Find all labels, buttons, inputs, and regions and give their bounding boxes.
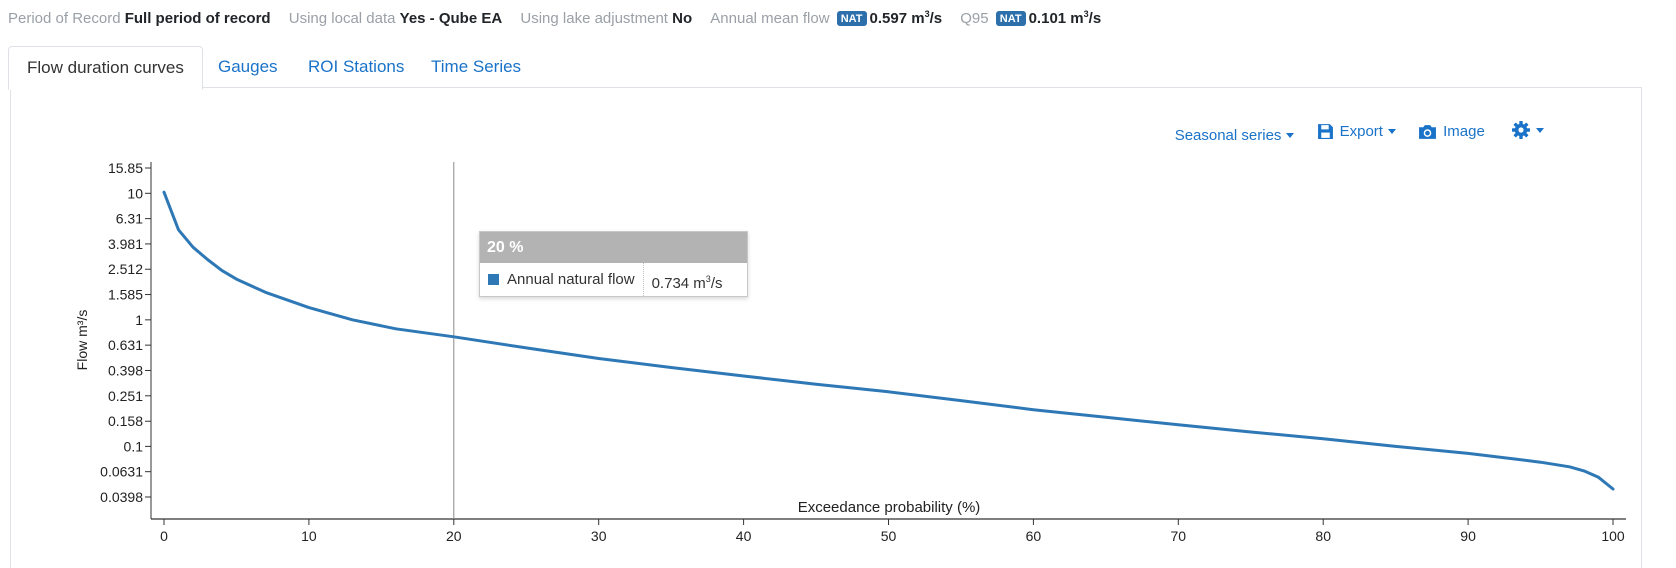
camera-icon <box>1419 125 1437 139</box>
y-tick-label: 0.0398 <box>100 489 143 505</box>
image-button[interactable]: Image <box>1418 123 1485 140</box>
x-tick-label: 30 <box>591 528 607 544</box>
tooltip-series-name: Annual natural flow <box>507 271 635 288</box>
q95-label: Q95 <box>960 10 989 27</box>
y-tick-label: 0.0631 <box>100 464 143 480</box>
local-data-label: Using local data <box>288 10 396 27</box>
settings-dropdown[interactable] <box>1507 120 1544 140</box>
y-tick-label: 0.398 <box>108 362 143 378</box>
save-icon <box>1317 124 1333 139</box>
q95-value: 0.101 m3/s <box>1028 9 1102 27</box>
chart-toolbar: Seasonal series Export Image <box>1157 120 1544 144</box>
tooltip-value: 0.734 m3/s <box>651 274 723 292</box>
seasonal-series-label: Seasonal series <box>1174 127 1282 144</box>
period-of-record-info: Period of Record Full period of record <box>8 10 275 27</box>
y-tick-label: 0.251 <box>108 388 143 404</box>
lake-adjustment-label: Using lake adjustment <box>520 10 668 27</box>
x-tick-label: 20 <box>446 528 462 544</box>
seasonal-series-dropdown[interactable]: Seasonal series <box>1175 127 1295 144</box>
x-tick-label: 60 <box>1026 528 1042 544</box>
chevron-down-icon <box>1536 127 1544 133</box>
annual-mean-flow-value: 0.597 m3/s <box>869 9 943 27</box>
x-axis-title: Exceedance probability (%) <box>798 499 981 516</box>
y-tick-label: 3.981 <box>108 236 143 252</box>
x-tick-label: 70 <box>1171 528 1187 544</box>
tooltip-row: Annual natural flow 0.734 m3/s <box>480 263 747 296</box>
tab-content-panel <box>10 87 1642 568</box>
tab-flow-duration-curves[interactable]: Flow duration curves <box>8 46 203 90</box>
export-dropdown[interactable]: Export <box>1317 123 1396 140</box>
q95-info: Q95 NAT 0.101 m3/s <box>960 9 1102 27</box>
x-tick-label: 40 <box>736 528 752 544</box>
y-tick-label: 15.85 <box>108 160 143 176</box>
local-data-value: Yes - Qube EA <box>399 10 503 27</box>
tooltip-series: Annual natural flow <box>480 263 644 296</box>
series-swatch <box>488 274 499 285</box>
x-tick-label: 0 <box>160 528 168 544</box>
y-tick-label: 0.158 <box>108 413 143 429</box>
record-info-bar: Period of Record Full period of record U… <box>8 9 1115 27</box>
tab-roi-stations[interactable]: ROI Stations <box>308 57 405 76</box>
x-tick-label: 100 <box>1601 528 1625 544</box>
period-label: Period of Record <box>8 10 121 27</box>
annual-mean-flow-label: Annual mean flow <box>710 10 830 27</box>
lake-adjustment-info: Using lake adjustment No <box>520 10 696 27</box>
image-label: Image <box>1443 123 1485 140</box>
lake-adjustment-value: No <box>672 10 693 27</box>
export-label: Export <box>1339 123 1383 140</box>
annual-mean-flow-info: Annual mean flow NAT 0.597 m3/s <box>710 9 946 27</box>
y-tick-label: 0.1 <box>124 438 144 454</box>
local-data-info: Using local data Yes - Qube EA <box>289 10 507 27</box>
y-tick-label: 1.585 <box>108 287 143 303</box>
nat-badge: NAT <box>995 11 1026 26</box>
chevron-down-icon <box>1286 133 1295 138</box>
flow-duration-chart: 15.85 10 6.31 3.981 2.512 1.585 1 0.631 0.398 0.2… <box>74 160 1626 544</box>
x-tick-label: 50 <box>881 528 897 544</box>
x-tick-label: 10 <box>301 528 317 544</box>
tab-time-series[interactable]: Time Series <box>431 57 522 76</box>
x-tick-label: 80 <box>1315 528 1331 544</box>
y-tick-label: 10 <box>127 185 143 201</box>
gear-icon <box>1512 121 1530 139</box>
y-tick-label: 0.631 <box>108 337 143 353</box>
y-tick-label: 2.512 <box>108 261 143 277</box>
series-line-annual-natural-flow <box>162 190 1615 491</box>
chart-tooltip: 20 % Annual natural flow 0.734 m3/s <box>479 231 748 297</box>
y-axis-title: Flow m³/s <box>74 310 90 371</box>
chevron-down-icon <box>1387 129 1396 134</box>
tooltip-header: 20 % <box>480 232 747 263</box>
nat-badge: NAT <box>836 11 867 26</box>
y-tick-label: 1 <box>135 312 143 328</box>
period-value: Full period of record <box>124 10 271 27</box>
y-tick-label: 6.31 <box>116 211 143 227</box>
tab-gauges[interactable]: Gauges <box>218 57 278 76</box>
tab-bar: Flow duration curves Gauges ROI Stations… <box>8 46 1676 90</box>
x-tick-label: 90 <box>1460 528 1476 544</box>
